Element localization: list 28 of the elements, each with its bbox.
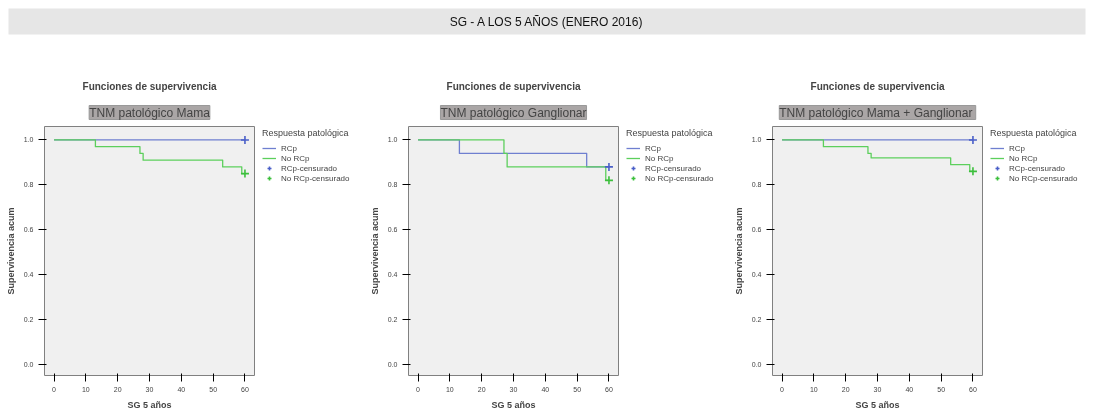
chart-title: Funciones de supervivencia bbox=[446, 80, 581, 92]
legend-label: RCp bbox=[645, 143, 662, 153]
legend-label: RCp-censurado bbox=[281, 163, 338, 173]
legend-label: RCp bbox=[281, 143, 298, 153]
legend-label: No RCp bbox=[645, 153, 674, 163]
chart-subtitle: TNM patológico Mama bbox=[89, 105, 211, 120]
legend-label: No RCp-censurado bbox=[1009, 173, 1078, 183]
legend-title: Respuesta patológica bbox=[262, 128, 350, 138]
legend-label: No RCp bbox=[281, 153, 310, 163]
chart-subtitle: TNM patológico Ganglionar bbox=[440, 105, 587, 120]
x-axis-title: SG 5 años bbox=[491, 399, 536, 410]
chart-subtitle: TNM patológico Mama + Ganglionar bbox=[779, 105, 973, 120]
legend-label: No RCp-censurado bbox=[645, 173, 714, 183]
legend-label: RCp-censurado bbox=[645, 163, 702, 173]
legend-label: RCp bbox=[1009, 143, 1026, 153]
legend-title: Respuesta patológica bbox=[626, 128, 714, 138]
x-axis-title: SG 5 años bbox=[855, 399, 900, 410]
chart-title: Funciones de supervivencia bbox=[82, 80, 217, 92]
chart-title: Funciones de supervivencia bbox=[810, 80, 945, 92]
y-axis-title: Supervivencia acum bbox=[5, 207, 16, 295]
legend-label: No RCp-censurado bbox=[281, 173, 350, 183]
y-axis-title: Supervivencia acum bbox=[369, 207, 380, 295]
y-axis-title: Supervivencia acum bbox=[733, 207, 744, 295]
x-axis-title: SG 5 años bbox=[127, 399, 172, 410]
legend-title: Respuesta patológica bbox=[990, 128, 1078, 138]
legend-label: RCp-censurado bbox=[1009, 163, 1066, 173]
text: SG - A LOS 5 AÑOS (ENERO 2016) bbox=[449, 14, 643, 29]
legend-label: No RCp bbox=[1009, 153, 1038, 163]
